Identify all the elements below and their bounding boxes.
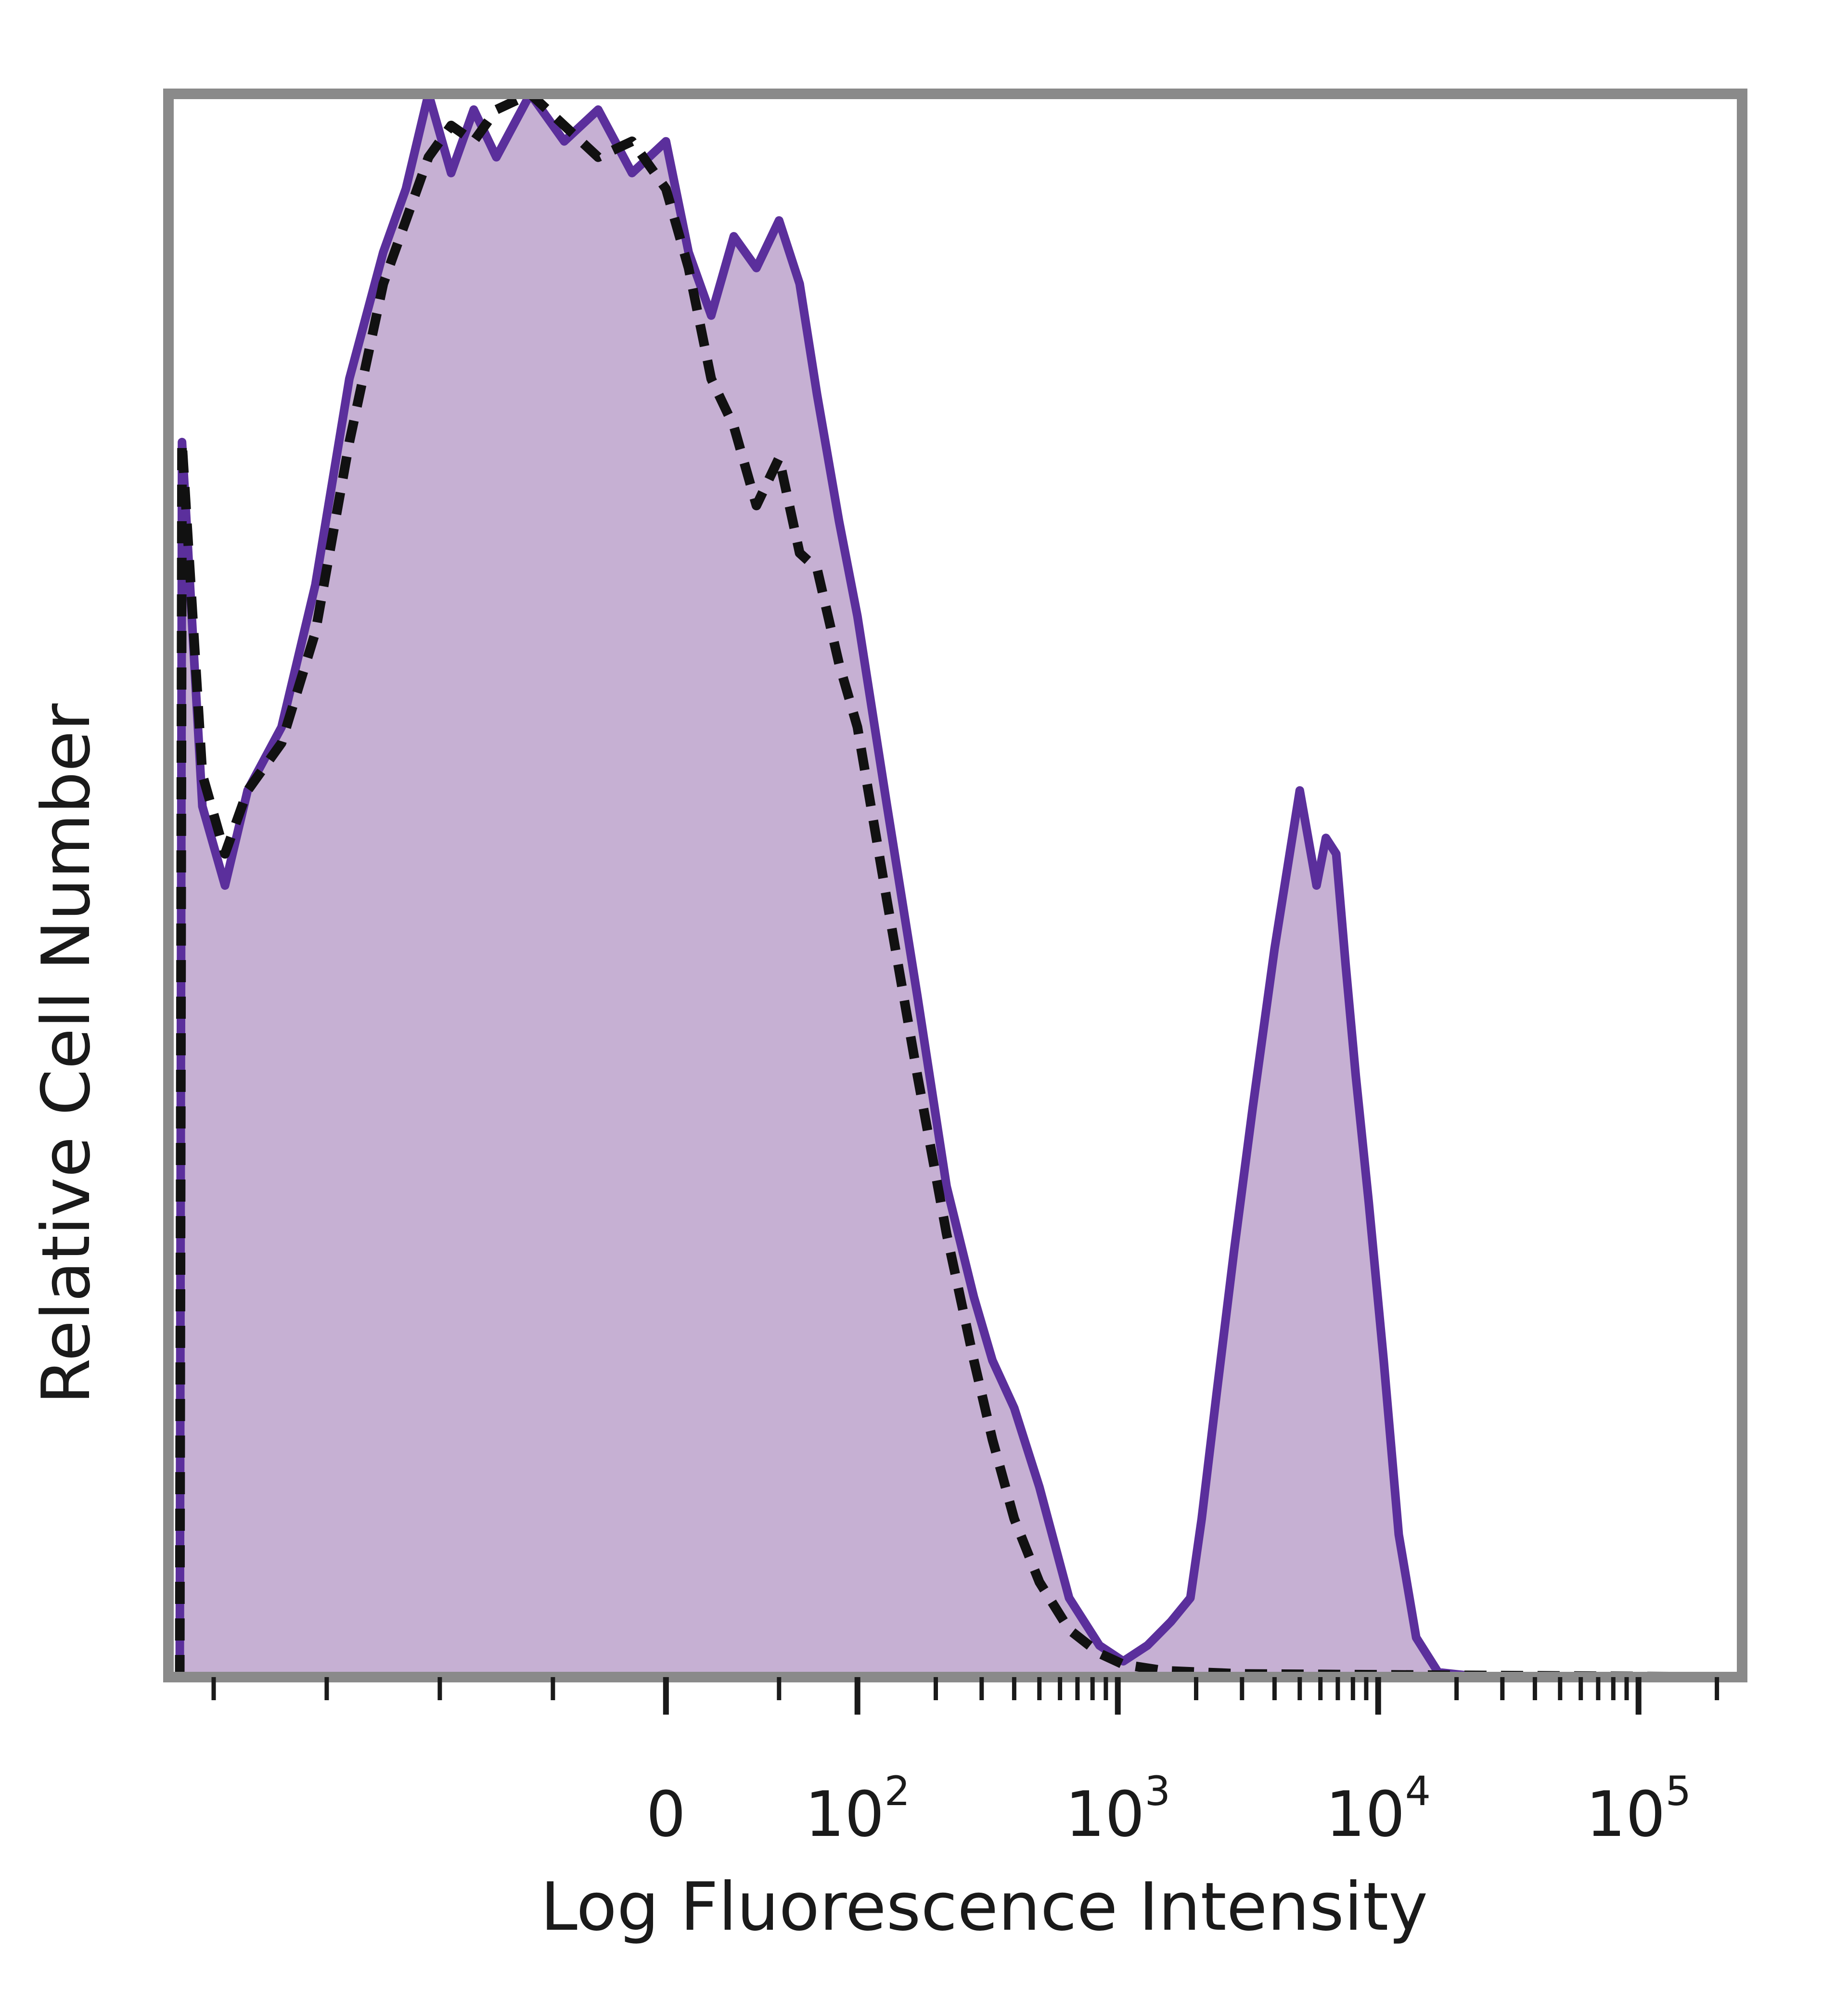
- plot-frame: [163, 89, 1747, 1682]
- x-tick-label: 104: [1325, 1768, 1431, 1851]
- series-1-line: [175, 89, 1743, 1682]
- x-axis-ticks: [211, 1677, 1720, 1715]
- x-tick-label: 102: [805, 1768, 910, 1851]
- plot-area: [175, 89, 1743, 1682]
- series-0-line: [175, 90, 1742, 1681]
- x-tick-label: 105: [1586, 1768, 1691, 1851]
- x-axis-label: Log Fluorescence Intensity: [540, 1868, 1428, 1946]
- x-tick-label: 0: [646, 1778, 686, 1851]
- x-tick-label: 103: [1065, 1768, 1170, 1851]
- x-axis-tick-labels: 0 102 103 104 105: [646, 1768, 1691, 1851]
- series-0-area: [180, 94, 1742, 1677]
- y-axis-label: Relative Cell Number: [27, 703, 105, 1404]
